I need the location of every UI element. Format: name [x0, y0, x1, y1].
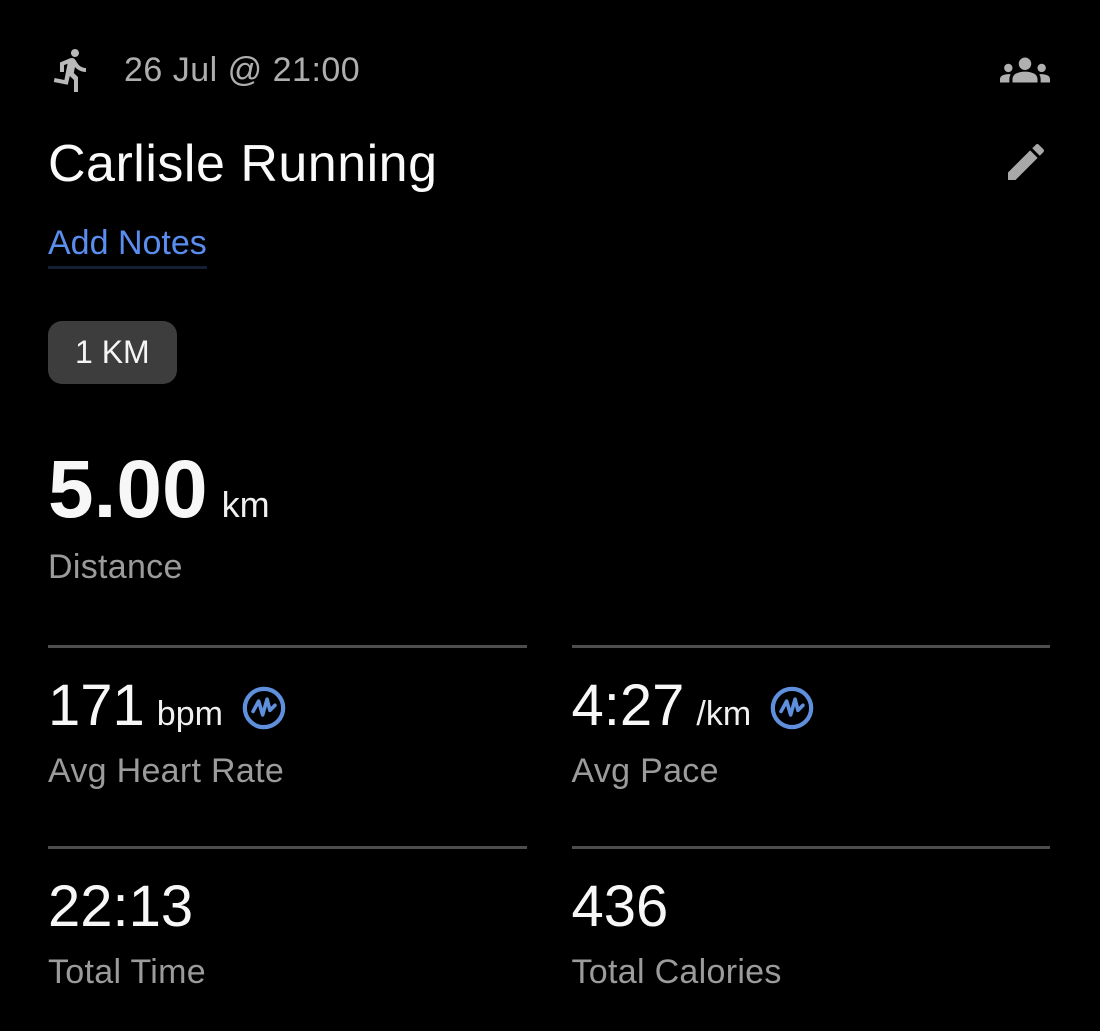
pace-value: 4:27: [571, 673, 685, 738]
avg-heart-rate-metric: 171 bpm Avg Heart Rate: [48, 645, 527, 846]
heart-rate-unit: bpm: [156, 695, 223, 733]
total-time-metric: 22:13 Total Time: [48, 846, 527, 1031]
pace-label: Avg Pace: [571, 752, 719, 790]
pulse-circle-icon: [770, 686, 814, 730]
activity-datetime: 26 Jul @ 21:00: [124, 50, 361, 89]
total-calories-metric: 436 Total Calories: [571, 846, 1051, 1031]
distance-value-row: 5.00 km: [48, 448, 1050, 532]
notes-row: Add Notes: [48, 194, 1050, 269]
pulse-circle-icon: [242, 686, 286, 730]
distance-value: 5.00: [48, 444, 208, 535]
heart-rate-label: Avg Heart Rate: [48, 752, 285, 790]
activity-title: Carlisle Running: [48, 135, 438, 193]
pencil-icon[interactable]: [1002, 138, 1050, 186]
total-time-value: 22:13: [48, 874, 194, 939]
metrics-grid: 171 bpm Avg Heart Rate 4:27 /km Avg Pace: [48, 645, 1050, 1031]
avg-pace-metric: 4:27 /km Avg Pace: [571, 645, 1051, 846]
distance-unit: km: [221, 484, 270, 525]
activity-header: 26 Jul @ 21:00: [48, 44, 1050, 96]
distance-metric: 5.00 km Distance: [48, 448, 1050, 587]
total-calories-label: Total Calories: [571, 953, 782, 991]
heart-rate-value: 171: [48, 673, 145, 738]
add-notes-link[interactable]: Add Notes: [48, 224, 207, 269]
heart-rate-value-row: 171 bpm: [48, 676, 527, 736]
distance-label: Distance: [48, 548, 183, 586]
running-activity-icon: [53, 48, 86, 92]
lap-distance-chip[interactable]: 1 KM: [48, 321, 177, 384]
total-calories-value-row: 436: [572, 877, 1051, 937]
total-time-value-row: 22:13: [48, 877, 527, 937]
total-calories-value: 436: [571, 874, 669, 939]
total-time-label: Total Time: [48, 953, 206, 991]
pace-unit: /km: [696, 695, 752, 733]
pace-value-row: 4:27 /km: [572, 676, 1051, 736]
status-bar-remnant: [48, 0, 1050, 12]
lap-chip-row: 1 KM: [48, 321, 1050, 384]
people-group-icon[interactable]: [1000, 45, 1050, 95]
title-row: Carlisle Running: [48, 134, 1050, 194]
